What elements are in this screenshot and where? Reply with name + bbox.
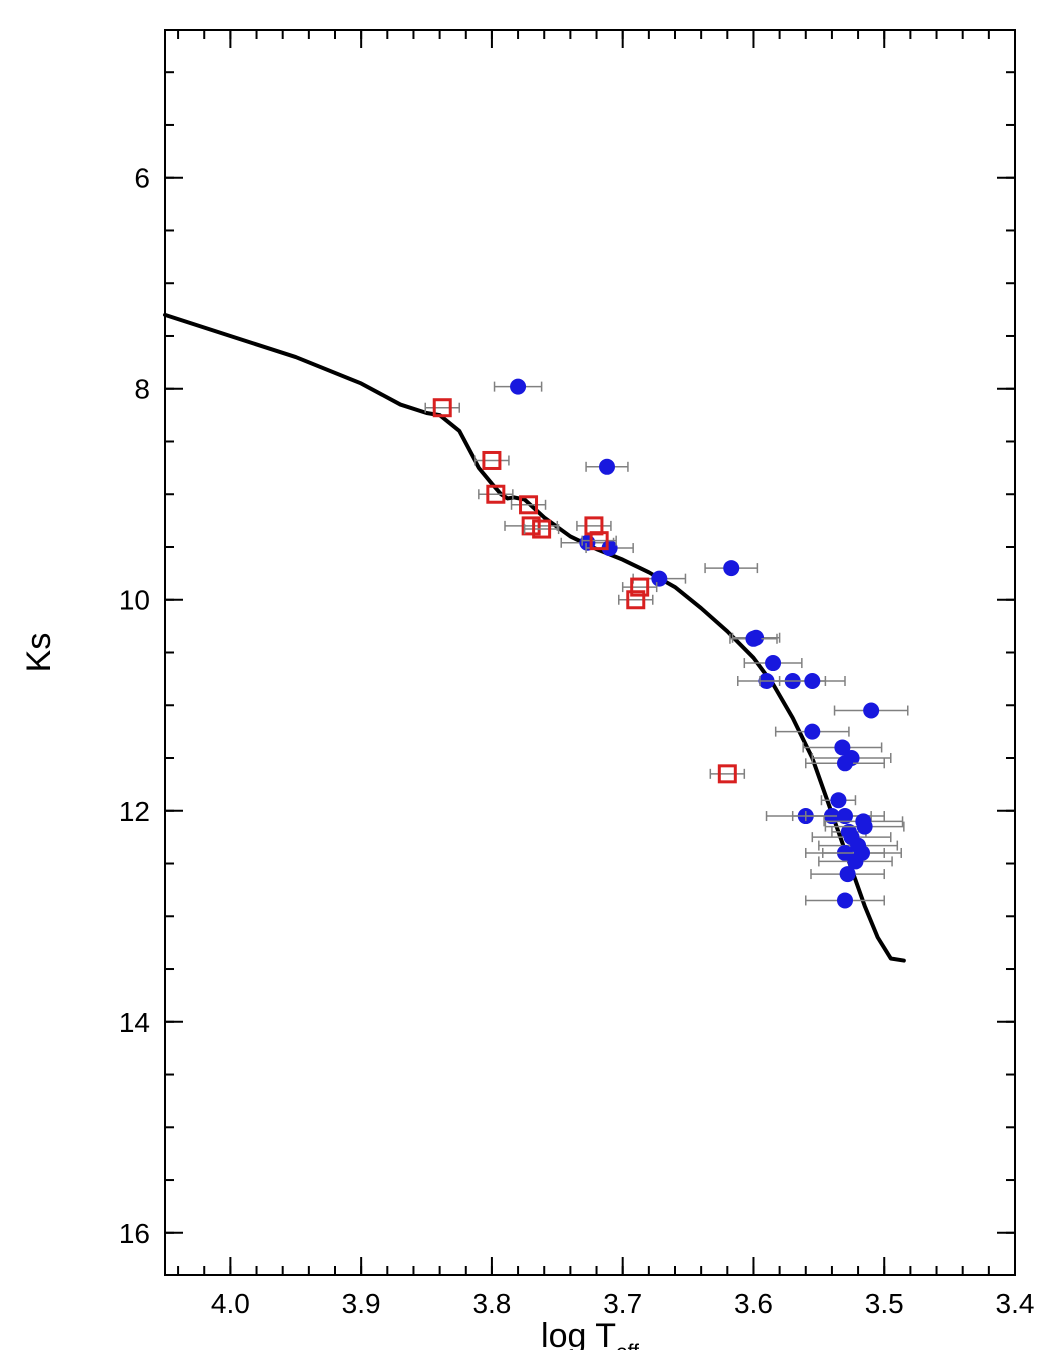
- y-tick-label: 6: [134, 163, 150, 194]
- x-tick-label: 3.4: [996, 1288, 1035, 1319]
- data-point-circle: [804, 673, 820, 689]
- data-point-circle: [651, 571, 667, 587]
- x-tick-label: 4.0: [211, 1288, 250, 1319]
- y-tick-label: 8: [134, 374, 150, 405]
- x-tick-label: 3.8: [472, 1288, 511, 1319]
- data-point-circle: [723, 560, 739, 576]
- data-point-circle: [765, 655, 781, 671]
- y-tick-label: 12: [119, 796, 150, 827]
- x-tick-label: 3.5: [865, 1288, 904, 1319]
- data-point-circle: [830, 792, 846, 808]
- plot-bg: [0, 0, 1050, 1350]
- data-point-circle: [857, 819, 873, 835]
- data-point-circle: [863, 703, 879, 719]
- data-point-circle: [510, 379, 526, 395]
- data-point-circle: [599, 459, 615, 475]
- data-point-circle: [837, 755, 853, 771]
- x-tick-label: 3.9: [342, 1288, 381, 1319]
- chart-container: 4.03.93.83.73.63.53.46810121416Kslog Tef…: [0, 0, 1050, 1350]
- y-axis-label: Ks: [20, 633, 58, 673]
- x-tick-label: 3.6: [734, 1288, 773, 1319]
- data-point-circle: [840, 866, 856, 882]
- y-tick-label: 16: [119, 1218, 150, 1249]
- data-point-circle: [745, 631, 761, 647]
- data-point-circle: [804, 724, 820, 740]
- x-tick-label: 3.7: [603, 1288, 642, 1319]
- scatter-chart: 4.03.93.83.73.63.53.46810121416Kslog Tef…: [0, 0, 1050, 1350]
- y-tick-label: 14: [119, 1007, 150, 1038]
- data-point-circle: [837, 892, 853, 908]
- y-tick-label: 10: [119, 585, 150, 616]
